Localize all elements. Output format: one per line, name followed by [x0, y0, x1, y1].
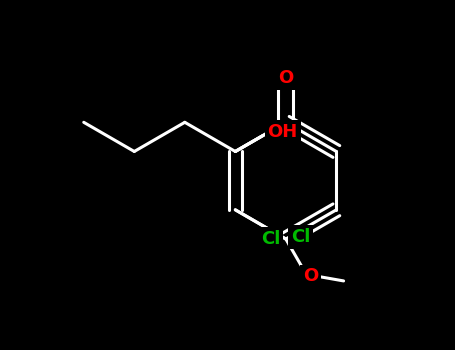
Text: Cl: Cl [291, 228, 311, 246]
Text: O: O [278, 69, 293, 87]
Text: O: O [303, 267, 318, 285]
Text: OH: OH [268, 122, 298, 141]
Text: Cl: Cl [261, 230, 280, 248]
